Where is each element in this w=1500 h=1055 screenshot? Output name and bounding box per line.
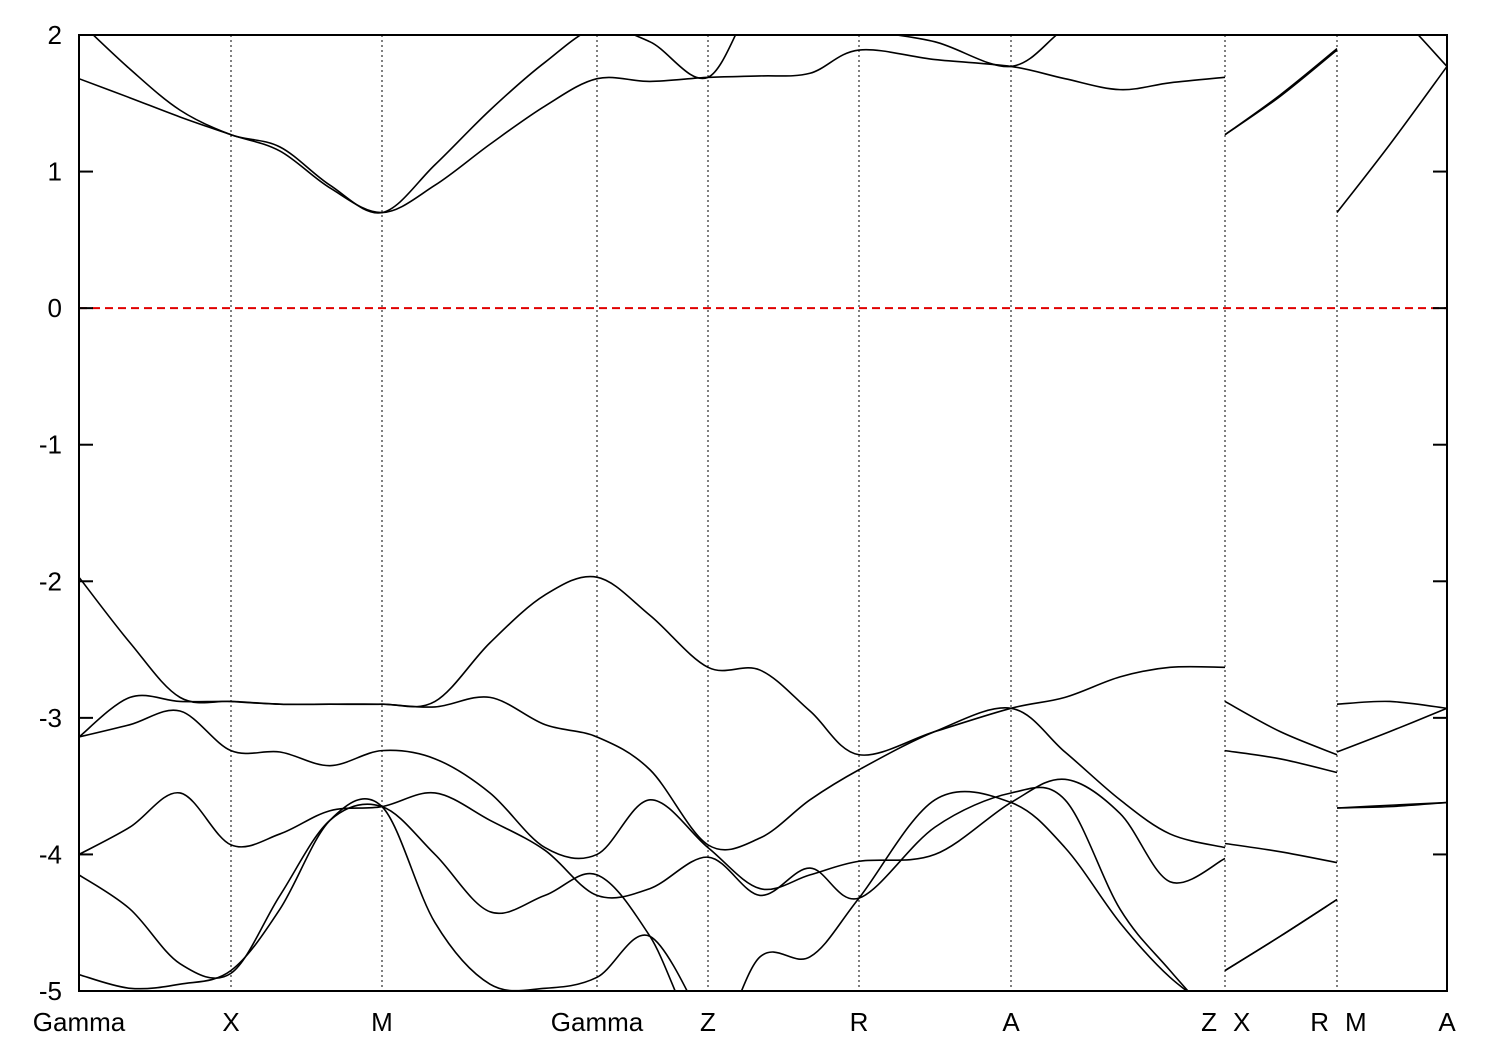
x-tick-label: A [1002, 1007, 1020, 1037]
band-line [1336, 700, 1447, 710]
band-line [1224, 48, 1338, 136]
band-line [79, 48, 1226, 214]
y-tick-label: -1 [39, 430, 62, 460]
y-tick-label: -2 [39, 566, 62, 596]
band-line [1336, 801, 1447, 809]
plot-frame [78, 34, 1448, 992]
band-line [1224, 700, 1338, 756]
band-line [92, 35, 1058, 214]
band-line [1224, 898, 1338, 972]
band-line [79, 694, 1226, 851]
x-tick-label: Z [700, 1007, 716, 1037]
band-line [1336, 707, 1447, 753]
band-line [79, 575, 1226, 756]
x-tick-label: M [1345, 1007, 1367, 1037]
x-tick-label: R [850, 1007, 869, 1037]
x-tick-label: M [371, 1007, 393, 1037]
band-line [79, 709, 1226, 891]
x-tick-label: X [222, 1007, 239, 1037]
band-line [1417, 35, 1447, 67]
x-tick-label: A [1438, 1007, 1456, 1037]
band-line [1224, 749, 1338, 774]
band-line [1336, 65, 1447, 214]
y-tick-label: 1 [48, 157, 62, 187]
y-tick-label: 0 [48, 293, 62, 323]
x-tick-label: Gamma [551, 1007, 644, 1037]
plot-area [79, 35, 1447, 991]
grid [78, 35, 1448, 991]
y-tick-label: -4 [39, 839, 62, 869]
band-line [1224, 842, 1338, 864]
x-tick-label: Z [1201, 1007, 1217, 1037]
band-line [79, 797, 689, 991]
band-line [79, 790, 1188, 991]
x-tick-label: R [1310, 1007, 1329, 1037]
y-tick-label: 2 [48, 20, 62, 50]
x-tick-label: X [1233, 1007, 1250, 1037]
x-tick-label: Gamma [33, 1007, 126, 1037]
y-tick-label: -3 [39, 703, 62, 733]
band-line [79, 786, 1190, 991]
y-tick-label: -5 [39, 976, 62, 1006]
